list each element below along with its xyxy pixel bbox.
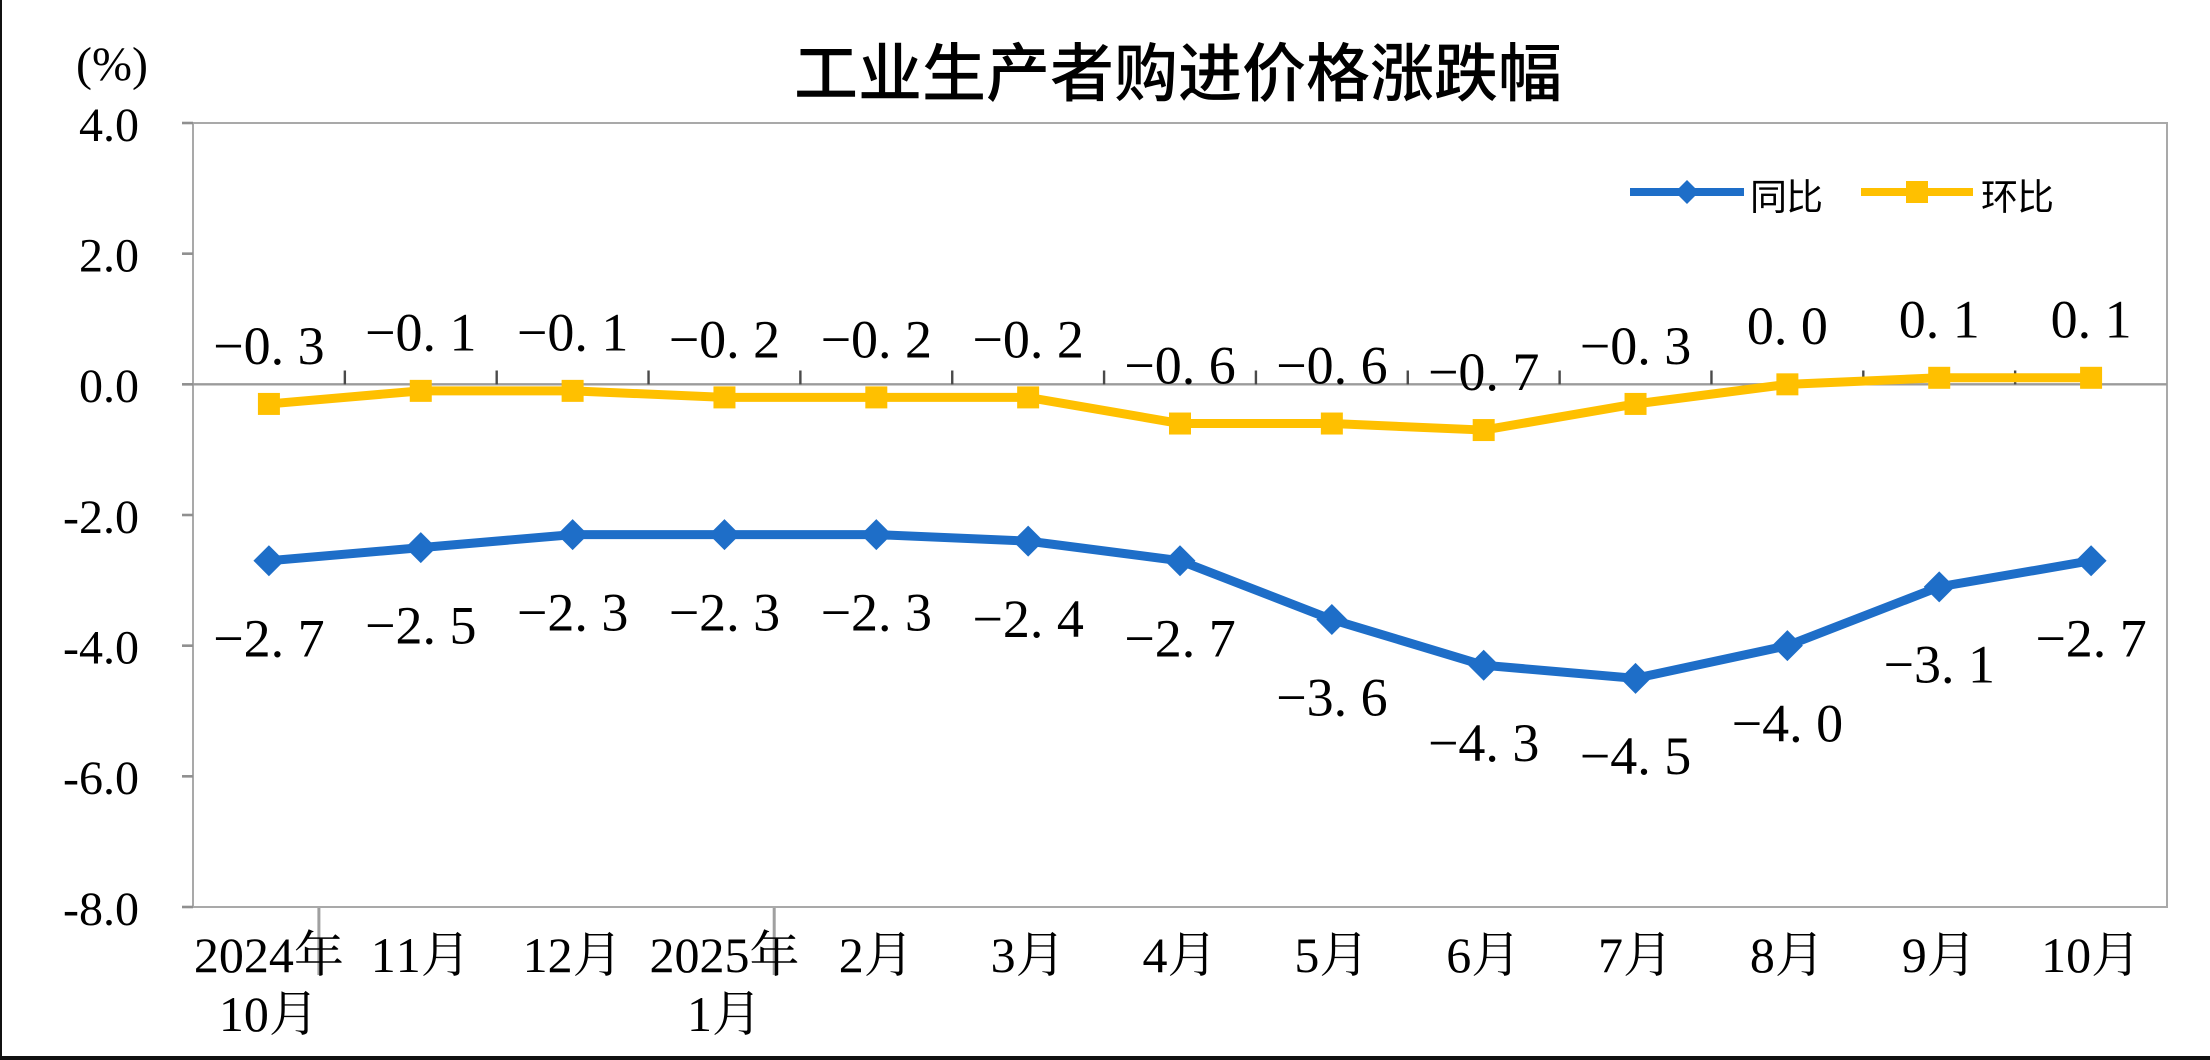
svg-text:−4. 3: −4. 3 (1428, 713, 1539, 773)
svg-text:9: 9 (1902, 927, 1927, 983)
svg-text:-2.0: -2.0 (63, 491, 139, 544)
svg-text:2.0: 2.0 (79, 230, 139, 283)
svg-text:−3. 6: −3. 6 (1276, 667, 1387, 727)
svg-text:2: 2 (244, 927, 269, 983)
svg-text:1: 1 (371, 927, 396, 983)
svg-text:−0. 1: −0. 1 (365, 303, 476, 363)
svg-text:−0. 2: −0. 2 (821, 309, 932, 369)
svg-text:−2. 7: −2. 7 (213, 609, 324, 669)
svg-text:0: 0 (674, 927, 699, 983)
svg-text:−2. 7: −2. 7 (2035, 609, 2146, 669)
svg-text:−0. 2: −0. 2 (669, 309, 780, 369)
svg-text:5: 5 (1294, 927, 1319, 983)
svg-text:-6.0: -6.0 (63, 752, 139, 805)
svg-text:−2. 5: −2. 5 (365, 596, 476, 656)
svg-text:−0. 3: −0. 3 (1580, 316, 1691, 376)
svg-text:1: 1 (2041, 927, 2066, 983)
svg-text:0.0: 0.0 (79, 360, 139, 413)
svg-text:0. 1: 0. 1 (2051, 290, 2132, 350)
svg-text:4.0: 4.0 (79, 99, 139, 152)
svg-text:−2. 3: −2. 3 (669, 582, 780, 642)
svg-text:1: 1 (687, 986, 712, 1042)
svg-text:2: 2 (699, 927, 724, 983)
svg-text:−0. 1: −0. 1 (517, 303, 628, 363)
svg-text:0. 1: 0. 1 (1899, 290, 1980, 350)
svg-text:−0. 6: −0. 6 (1124, 335, 1235, 395)
svg-text:0: 0 (244, 986, 269, 1042)
svg-text:−4. 0: −4. 0 (1732, 694, 1843, 754)
svg-text:−3. 1: −3. 1 (1883, 635, 1994, 695)
svg-text:−0. 6: −0. 6 (1276, 335, 1387, 395)
svg-text:−0. 2: −0. 2 (972, 309, 1083, 369)
svg-text:−0. 3: −0. 3 (213, 316, 324, 376)
svg-text:6: 6 (1446, 927, 1471, 983)
svg-text:−2. 4: −2. 4 (972, 589, 1083, 649)
svg-text:2: 2 (548, 927, 573, 983)
svg-text:−2. 7: −2. 7 (1124, 609, 1235, 669)
svg-text:0: 0 (219, 927, 244, 983)
svg-text:5: 5 (724, 927, 749, 983)
svg-text:8: 8 (1750, 927, 1775, 983)
svg-text:3: 3 (991, 927, 1016, 983)
svg-text:−2. 3: −2. 3 (821, 582, 932, 642)
svg-text:1: 1 (523, 927, 548, 983)
svg-text:-8.0: -8.0 (63, 883, 139, 936)
svg-text:1: 1 (396, 927, 421, 983)
svg-text:4: 4 (269, 927, 294, 983)
svg-text:2: 2 (649, 927, 674, 983)
svg-text:0. 0: 0. 0 (1747, 296, 1828, 356)
svg-text:4: 4 (1143, 927, 1168, 983)
svg-text:-4.0: -4.0 (63, 622, 139, 675)
svg-text:−0. 7: −0. 7 (1428, 342, 1539, 402)
svg-text:0: 0 (2066, 927, 2091, 983)
svg-text:7: 7 (1598, 927, 1623, 983)
svg-text:−2. 3: −2. 3 (517, 582, 628, 642)
svg-text:2: 2 (194, 927, 219, 983)
svg-text:−4. 5: −4. 5 (1580, 726, 1691, 786)
svg-text:(%): (%) (76, 38, 148, 91)
svg-text:2: 2 (839, 927, 864, 983)
svg-text:1: 1 (219, 986, 244, 1042)
